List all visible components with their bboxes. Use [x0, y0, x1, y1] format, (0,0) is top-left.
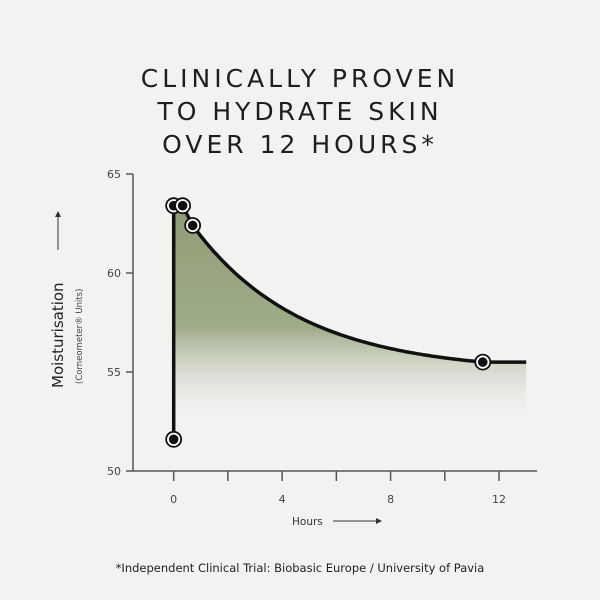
y-tick-label: 65 — [107, 168, 121, 181]
data-points — [165, 197, 492, 448]
data-point — [184, 217, 202, 234]
data-point — [474, 353, 492, 371]
x-tick-label: 4 — [279, 493, 286, 506]
data-point — [174, 197, 192, 215]
y-axis-label: Moisturisation — [49, 282, 67, 388]
axes: 50 55 60 65 0 4 8 12 — [107, 168, 537, 506]
area-fill — [173, 205, 527, 428]
footnote: *Independent Clinical Trial: Biobasic Eu… — [115, 561, 485, 575]
series-line — [171, 203, 527, 440]
title-line-3: OVER 12 HOURS* — [162, 130, 438, 159]
y-tick-label: 60 — [107, 267, 121, 280]
title-line-1: CLINICALLY PROVEN — [140, 64, 460, 93]
y-tick-label: 55 — [107, 366, 121, 379]
x-tick-label: 0 — [170, 493, 177, 506]
y-axis-sublabel: (Corneometer® Units) — [75, 289, 85, 384]
title-line-2: TO HYDRATE SKIN — [157, 97, 443, 126]
y-tick-label: 50 — [107, 465, 121, 478]
x-axis-label: Hours — [292, 516, 323, 528]
x-tick-label: 12 — [492, 493, 506, 506]
x-tick-label: 8 — [387, 493, 394, 506]
chart-title: CLINICALLY PROVEN TO HYDRATE SKIN OVER 1… — [0, 62, 600, 161]
data-point — [165, 430, 183, 448]
